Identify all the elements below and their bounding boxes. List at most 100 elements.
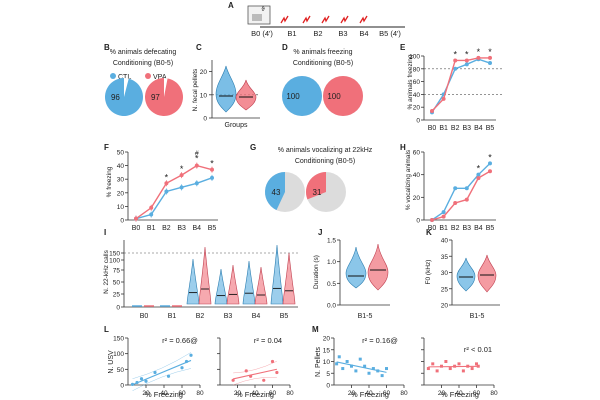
j-tick-label: 0.5 xyxy=(327,281,336,288)
m1-xtick-label: 60 xyxy=(383,390,391,397)
rat-icon xyxy=(252,14,262,21)
l1-xtick-label: 20 xyxy=(142,390,150,397)
g-ctl-pie-value: 43 xyxy=(272,188,281,197)
panel-d-subtitle: Conditioning (B0-5) xyxy=(293,60,353,67)
e-significance: * xyxy=(477,47,481,57)
m-ctl-point xyxy=(385,367,388,371)
timeline-label: B3 xyxy=(338,29,347,38)
m1-xtick-label: 40 xyxy=(365,390,373,397)
e-tick-label: 20 xyxy=(413,105,421,112)
h-ylabel: % vocalizing animals xyxy=(405,149,412,210)
l-ctl-r2: r² = 0.66@ xyxy=(162,336,198,345)
l-ctl-fit-line xyxy=(132,359,192,386)
g-vpa-pie-value: 31 xyxy=(313,188,322,197)
e-significance: * xyxy=(465,49,469,59)
f-ylabel: % freezing xyxy=(106,166,113,197)
f-point-vpa xyxy=(134,216,138,221)
l2-xtick-label: 60 xyxy=(269,390,277,397)
l1-xtick-label: 80 xyxy=(196,390,204,397)
timeline-label: B5 (4') xyxy=(379,29,401,38)
e-point-ctl xyxy=(464,62,469,67)
m1-ytick-label: 5 xyxy=(326,371,330,378)
panel-letter-I: I xyxy=(104,228,106,237)
m1-ytick-label: 10 xyxy=(323,359,331,366)
l1-xtick-label: 40 xyxy=(160,390,168,397)
f-category-label: B1 xyxy=(147,225,156,232)
k-tick-label: 35 xyxy=(441,254,449,261)
h-point-vpa xyxy=(430,218,434,222)
i-tick-label: 75 xyxy=(113,268,121,275)
l-vpa-point xyxy=(262,378,266,382)
m-vpa-point xyxy=(475,362,478,366)
panel-letter-J: J xyxy=(318,228,322,237)
f-point-vpa xyxy=(149,205,154,210)
l-ctl-point xyxy=(139,377,144,381)
c-tick-label: 10 xyxy=(200,92,208,99)
h-category-label: B5 xyxy=(486,225,495,232)
f-tick-label: 0 xyxy=(120,218,124,225)
e-point-vpa xyxy=(453,58,458,63)
h-point-ctl xyxy=(453,186,458,191)
timeline-label: B2 xyxy=(313,29,322,38)
l1-ytick-label: 100 xyxy=(113,351,124,358)
panel-letter-H: H xyxy=(400,143,406,152)
l1-ytick-label: 0 xyxy=(120,383,124,390)
panel-letter-E: E xyxy=(400,43,406,52)
e-point-vpa xyxy=(464,58,469,63)
h-tick-label: 20 xyxy=(413,195,421,202)
h-point-vpa xyxy=(488,169,492,174)
m2-xtick-label: 40 xyxy=(455,390,463,397)
m-ylabel: N. Pellets xyxy=(315,347,322,377)
i-tick-label: 50 xyxy=(113,280,121,287)
l-ctl-point xyxy=(166,374,171,378)
e-category-label: B4 xyxy=(474,125,483,132)
h-point-ctl xyxy=(464,186,469,191)
g-ctl-pie-slice xyxy=(265,172,285,211)
i-violin-ctl xyxy=(186,258,200,305)
c-violin-vpa xyxy=(235,79,257,111)
m-ctl-r2: r² = 0.16@ xyxy=(362,336,398,345)
e-tick-label: 40 xyxy=(413,92,421,99)
j-tick-label: 0.0 xyxy=(327,303,336,310)
l-ylabel: N. USV xyxy=(108,350,115,374)
b-vpa-pie-slice xyxy=(145,78,184,116)
j-ylabel: Duration (s) xyxy=(313,255,320,289)
i-violin-vpa xyxy=(198,246,212,305)
l-ctl-point xyxy=(184,359,189,364)
e-tick-label: 80 xyxy=(413,66,421,73)
l-vpa-point xyxy=(249,374,253,378)
h-point-ctl xyxy=(476,172,481,177)
h-category-label: B3 xyxy=(463,225,472,232)
h-tick-label: 0 xyxy=(416,218,420,225)
i-category-label: B3 xyxy=(224,313,233,320)
m-vpa-point xyxy=(444,360,448,363)
e-point-ctl xyxy=(488,61,492,66)
i-category-label: B0 xyxy=(140,313,149,320)
panel-letter-C: C xyxy=(196,43,202,52)
e-tick-label: 0 xyxy=(416,118,420,125)
d-ctl-pie-slice xyxy=(282,76,322,116)
panel-g-subtitle: Conditioning (B0-5) xyxy=(295,158,355,165)
f-significance: * xyxy=(165,172,169,182)
g-vpa-pie-slice xyxy=(306,172,326,200)
f-category-label: B3 xyxy=(177,225,186,232)
legend-vpa-label: VPA xyxy=(153,74,167,81)
c-xlabel: Groups xyxy=(225,122,248,129)
timeline-label: B1 xyxy=(287,29,296,38)
d-vpa-pie-slice xyxy=(323,76,363,116)
k-tick-label: 40 xyxy=(441,238,449,245)
i-tick-label: 100 xyxy=(109,258,120,265)
panel-letter-L: L xyxy=(104,325,109,334)
timeline-label: B0 (4') xyxy=(251,29,273,38)
l-vpa-point xyxy=(275,370,279,375)
m-vpa-point xyxy=(431,362,435,366)
panel-b-title: % animals defecating xyxy=(110,49,177,56)
i-category-label: B4 xyxy=(252,313,261,320)
k-ylabel: F0 (kHz) xyxy=(425,260,432,285)
d-vpa-pie-value: 100 xyxy=(327,92,341,101)
l-vpa-point xyxy=(244,369,248,373)
l-ctl-point xyxy=(135,380,139,385)
m-ctl-point xyxy=(341,367,345,371)
f-point-ctl xyxy=(149,212,154,217)
j-violin-ctl xyxy=(345,246,367,289)
